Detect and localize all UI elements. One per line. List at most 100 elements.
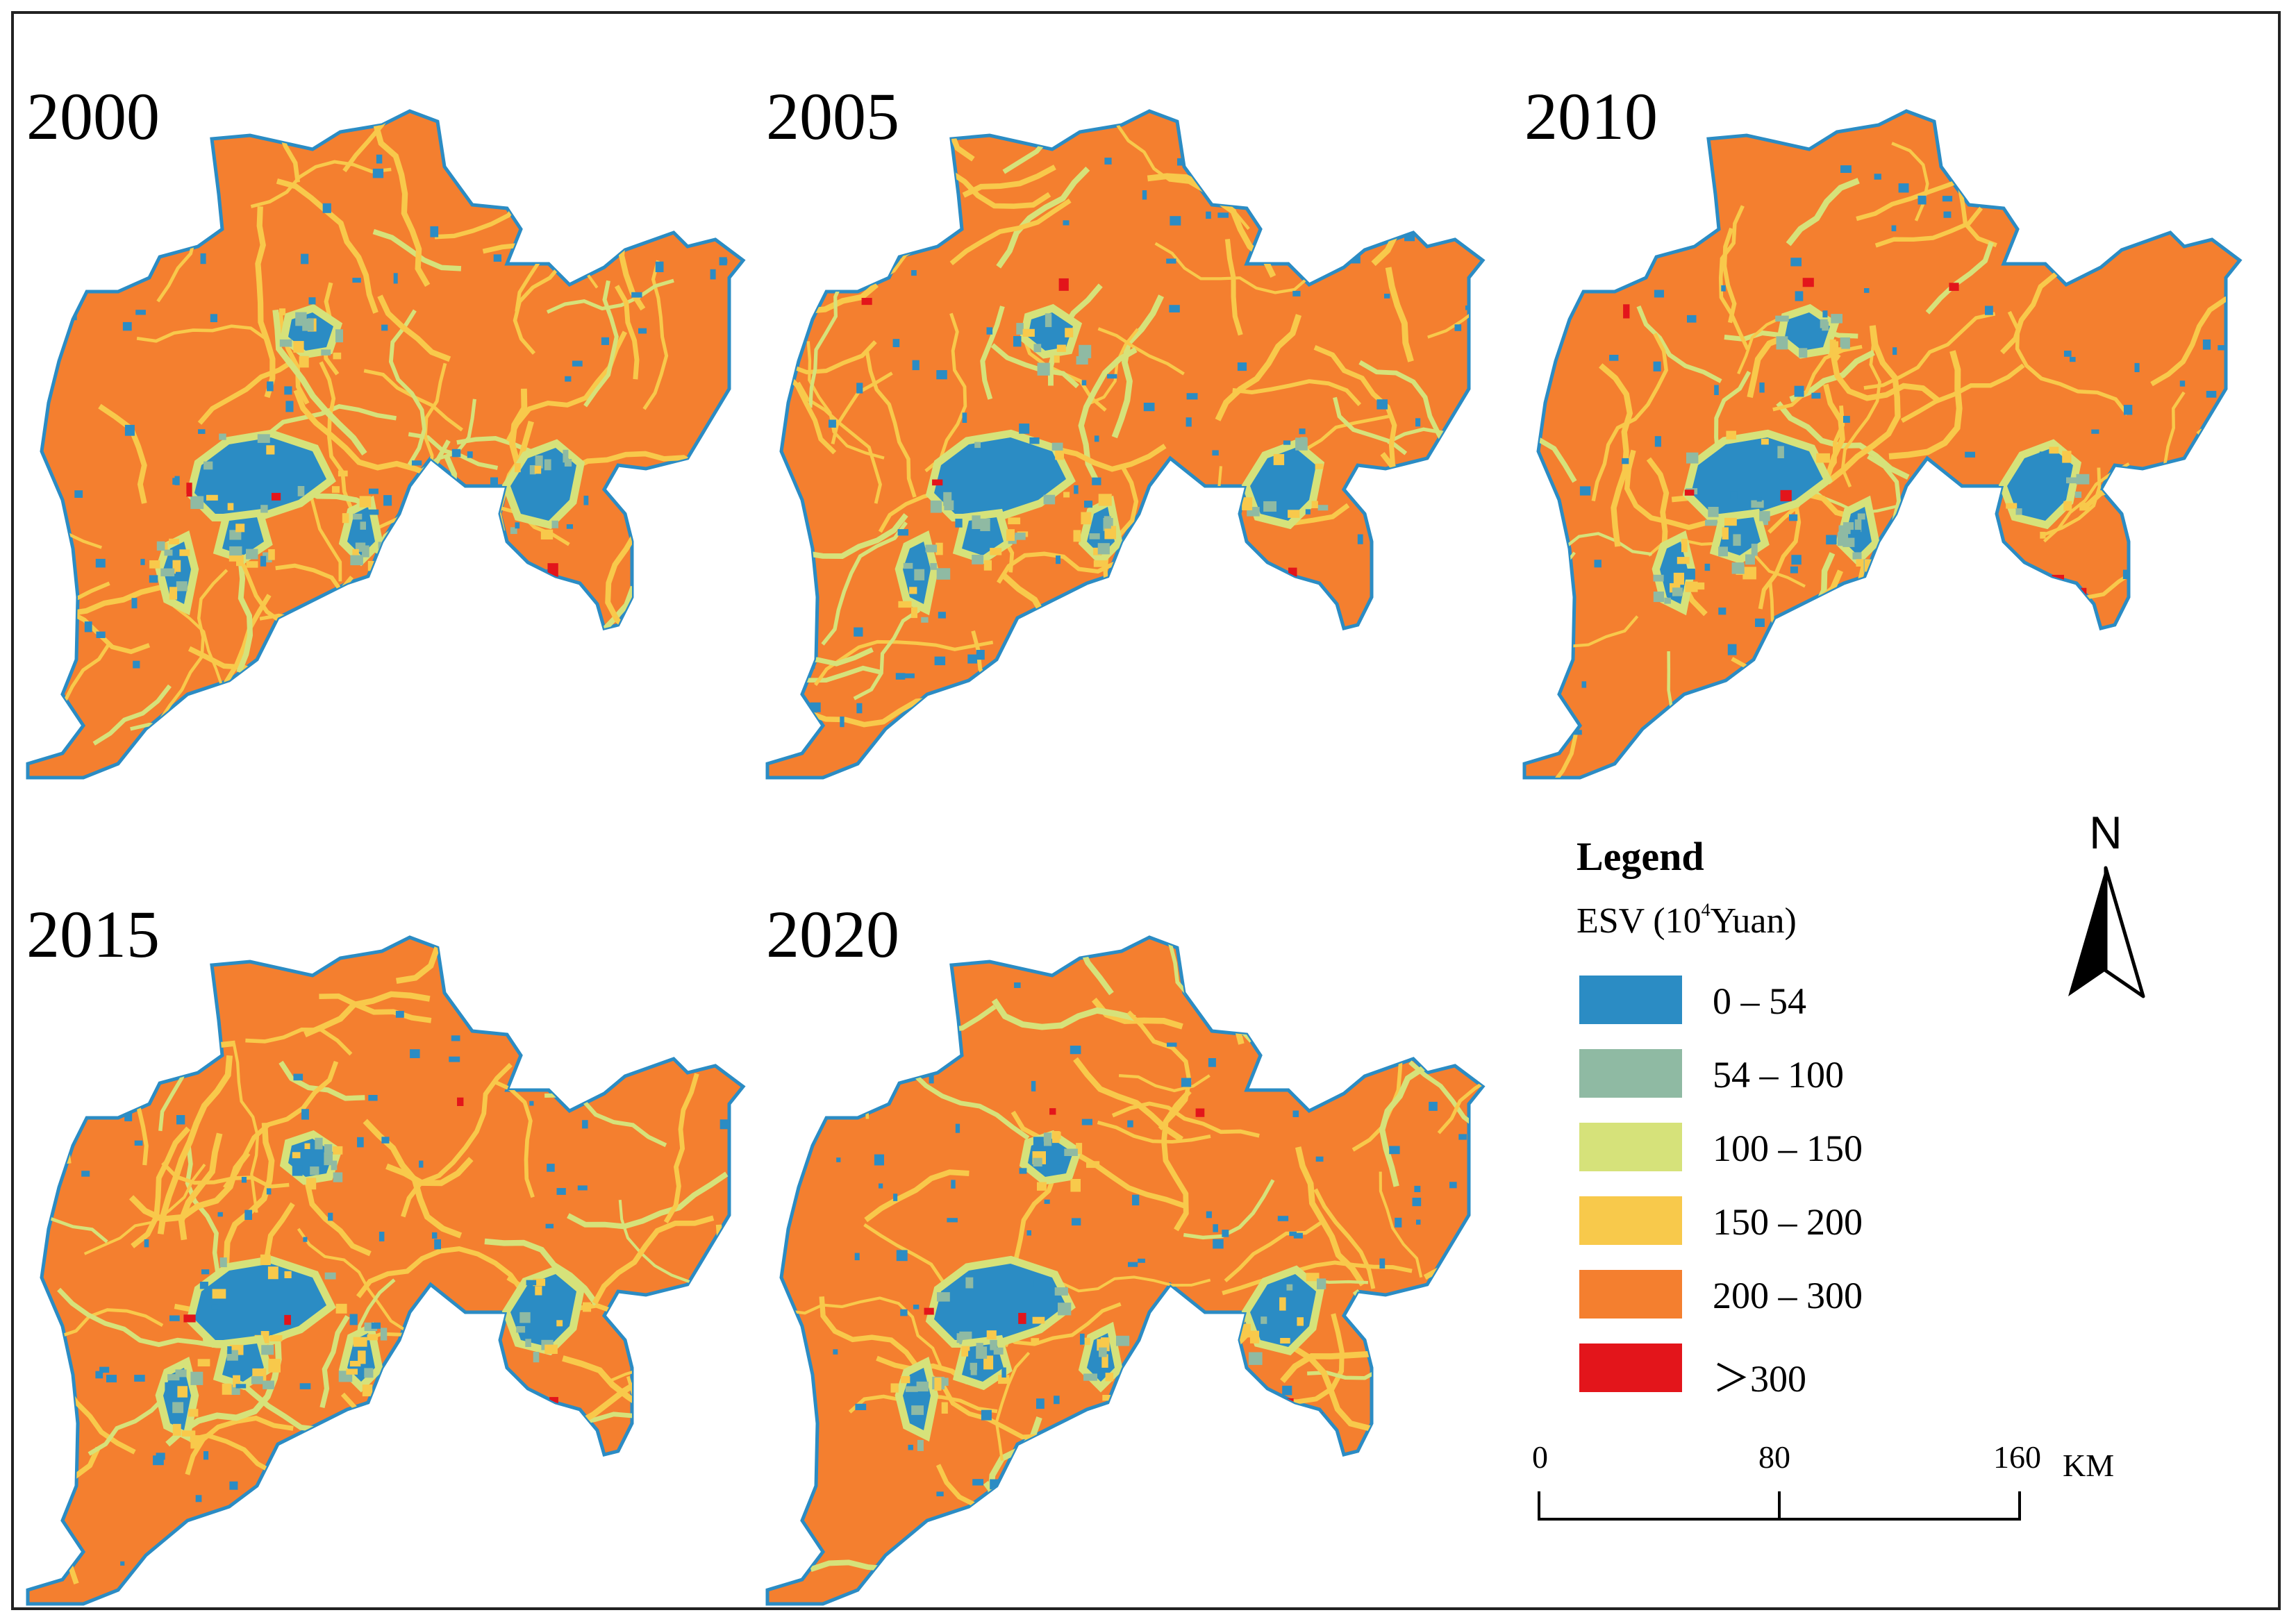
stream-path [1142, 1358, 1179, 1541]
water-pixel [1704, 563, 1711, 571]
water-pixel [1687, 315, 1697, 323]
stream-path [1224, 239, 1243, 336]
water-pixel [507, 1394, 513, 1403]
mixed-pixel [1317, 505, 1329, 511]
water-pixel [199, 1282, 208, 1289]
stream-path [492, 1079, 535, 1198]
water-pixel [1612, 208, 1622, 217]
water-pixel [1212, 450, 1219, 456]
mixed-pixel [190, 1435, 201, 1449]
legend-subtitle: ESV (104Yuan) [1577, 900, 1797, 941]
water-pixel [1949, 703, 1955, 714]
water-pixel [1449, 1182, 1457, 1189]
mixed-pixel [1093, 560, 1108, 567]
water-pixel [722, 259, 728, 264]
water-pixel [378, 1232, 385, 1241]
high-esv-pixel [2145, 481, 2158, 495]
water-pixel [1850, 530, 1861, 535]
mixed-pixel [1052, 1131, 1060, 1144]
stream-path [618, 1545, 703, 1598]
water-pixel [1413, 1414, 1421, 1424]
stream-path [995, 1351, 1031, 1461]
water-pixel [284, 386, 292, 395]
water-pixel [383, 495, 392, 506]
mixed-pixel [1037, 1182, 1047, 1191]
water-pixel [2052, 666, 2057, 676]
water-pixel [2224, 699, 2234, 710]
water-pixel [2091, 429, 2099, 434]
mixed-pixel [970, 1368, 977, 1375]
stream-path [1427, 240, 1483, 339]
mixed-pixel [921, 617, 929, 623]
water-pixel [1070, 1046, 1081, 1055]
water-pixel [854, 1253, 860, 1261]
water-pixel [422, 549, 428, 555]
mixed-pixel [1686, 452, 1699, 464]
mixed-pixel [297, 486, 305, 496]
water-pixel [676, 733, 681, 740]
mixed-pixel [346, 1368, 358, 1375]
water-pixel [1840, 165, 1852, 173]
stream-path [57, 1287, 236, 1349]
water-pixel [69, 991, 79, 1000]
water-pixel [583, 495, 589, 505]
high-esv-pixel [1949, 283, 1959, 291]
mixed-pixel [219, 1257, 227, 1268]
stream-path [895, 111, 975, 162]
water-pixel [1017, 1565, 1023, 1570]
mixed-pixel [1653, 574, 1664, 582]
water-pixel [1463, 410, 1471, 421]
mixed-pixel [362, 545, 369, 558]
high-esv-pixel [1058, 278, 1069, 291]
water-pixel [1282, 1385, 1292, 1396]
water-pixel [267, 381, 274, 392]
water-pixel [1228, 506, 1238, 518]
water-pixel [1622, 458, 1629, 464]
stream-path [1860, 667, 1930, 733]
mixed-pixel [1097, 543, 1110, 555]
water-pixel [462, 998, 469, 1004]
stream-path [232, 1043, 260, 1213]
water-pixel [493, 254, 501, 262]
water-pixel [370, 585, 377, 592]
stream-path [1874, 206, 1983, 248]
water-pixel [317, 1552, 328, 1562]
stream-path [1925, 241, 1994, 315]
water-pixel [896, 1250, 908, 1262]
water-pixel [95, 558, 106, 568]
mixed-pixel [898, 601, 912, 608]
mixed-pixel [1745, 554, 1755, 565]
stream-path [259, 613, 415, 680]
stream-path [255, 206, 276, 399]
water-pixel [357, 1137, 364, 1148]
water-pixel [638, 328, 647, 334]
mixed-pixel [937, 1292, 950, 1302]
water-pixel [615, 1316, 624, 1322]
water-pixel [860, 1044, 865, 1054]
water-pixel [1315, 700, 1323, 706]
water-pixel [1812, 472, 1820, 479]
region-base-area [765, 935, 1486, 1606]
water-pixel [804, 1116, 811, 1127]
mixed-pixel [306, 1178, 317, 1190]
mixed-pixel [324, 1152, 333, 1166]
water-pixel [1465, 305, 1471, 310]
legend-subtitle-exponent: 4 [1701, 900, 1711, 920]
water-pixel [1629, 226, 1640, 237]
stream-path [1291, 135, 1420, 174]
water-pixel [387, 1544, 393, 1553]
stream-path [102, 1033, 236, 1048]
mixed-pixel [525, 1339, 531, 1347]
water-pixel [685, 225, 693, 231]
water-pixel [934, 656, 946, 666]
water-pixel [381, 579, 390, 585]
legend-subtitle-prefix: ESV (10 [1577, 901, 1702, 941]
water-pixel [1416, 1219, 1421, 1225]
water-pixel [1376, 399, 1388, 410]
stream-path [1224, 1220, 1323, 1282]
stream-path [385, 1157, 474, 1187]
mixed-pixel [360, 521, 366, 530]
water-pixel [1395, 1041, 1403, 1052]
mixed-pixel [352, 549, 359, 559]
water-pixel [904, 673, 915, 678]
